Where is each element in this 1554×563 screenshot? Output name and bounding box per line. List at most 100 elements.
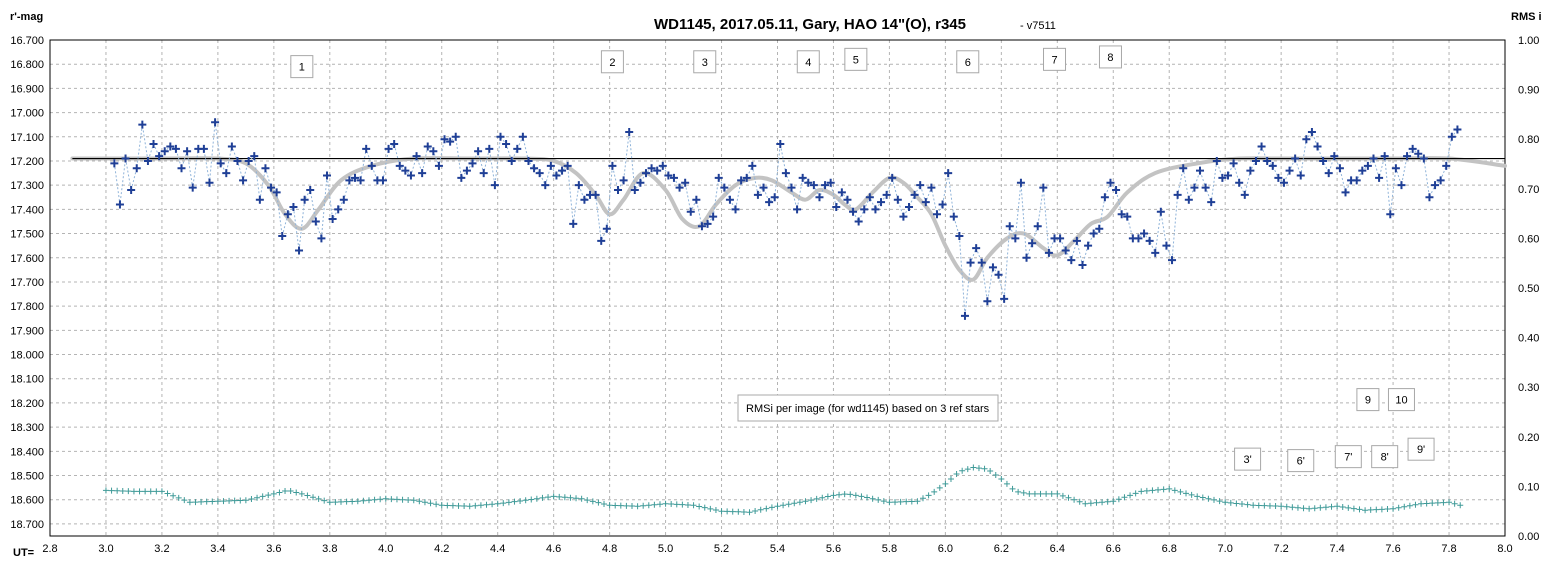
rms-point (282, 488, 289, 495)
rms-point (1356, 506, 1363, 513)
data-point (1403, 152, 1412, 161)
data-point (451, 132, 460, 141)
rms-point (662, 500, 669, 507)
rms-point (416, 498, 423, 505)
rms-point (1171, 487, 1178, 494)
data-point (977, 258, 986, 267)
rms-point (1082, 500, 1089, 507)
x-tick-label: 4.8 (602, 543, 617, 555)
dip-label-box (956, 50, 980, 74)
data-point (597, 236, 606, 245)
x-tick-label: 2.8 (42, 543, 57, 555)
rms-point (998, 475, 1005, 482)
data-point (535, 169, 544, 178)
data-point (211, 118, 220, 127)
data-point (507, 156, 516, 165)
rms-point (517, 497, 524, 504)
data-point (1397, 181, 1406, 190)
rms-point (147, 488, 154, 495)
data-point (1335, 164, 1344, 173)
rms-point (405, 496, 412, 503)
data-point (899, 212, 908, 221)
rms-point (1054, 490, 1061, 497)
rms-point (925, 492, 932, 499)
data-point (115, 200, 124, 209)
rms-point (136, 488, 143, 495)
data-point (1218, 173, 1227, 182)
data-point (871, 205, 880, 214)
rms-point (1390, 505, 1397, 512)
data-point (1408, 144, 1417, 153)
rms-point (1015, 488, 1022, 495)
dip-label-box (693, 50, 717, 74)
data-point (1162, 241, 1171, 250)
rms-point (399, 496, 406, 503)
data-point (356, 176, 365, 185)
y-left-tick-label: 18.500 (10, 471, 44, 483)
data-point (1229, 159, 1238, 168)
data-point (468, 159, 477, 168)
x-tick-label: 3.4 (210, 543, 225, 555)
rms-point (634, 503, 641, 510)
data-point (1369, 154, 1378, 163)
rms-point (1250, 502, 1257, 509)
rms-point (1188, 491, 1195, 498)
dip-label-text: 1 (299, 62, 305, 74)
data-point (518, 132, 527, 141)
data-point (149, 140, 158, 149)
rms-point (752, 508, 759, 515)
x-tick-label: 6.2 (994, 543, 1009, 555)
data-point (787, 183, 796, 192)
rms-point (830, 492, 837, 499)
data-point (1061, 246, 1070, 255)
data-point (1156, 207, 1165, 216)
rms-point (813, 495, 820, 502)
y-left-tick-label: 17.500 (10, 229, 44, 241)
y-left-tick-label: 18.600 (10, 495, 44, 507)
rms-point (589, 498, 596, 505)
dip-label-box (1334, 445, 1362, 469)
rms-point (231, 497, 238, 504)
rms-point (1412, 501, 1419, 508)
data-point (1352, 176, 1361, 185)
rms-point (500, 500, 507, 507)
data-point (216, 159, 225, 168)
y-left-tick-label: 17.600 (10, 253, 44, 265)
data-point (681, 178, 690, 187)
rms-points (102, 464, 1464, 516)
dip-label-text: 4 (805, 57, 811, 69)
dip-label-text: 7' (1344, 452, 1352, 464)
rms-point (130, 488, 137, 495)
rms-point (864, 494, 871, 501)
data-point (944, 169, 953, 178)
data-point (143, 156, 152, 165)
y-left-tick-label: 17.800 (10, 301, 44, 313)
rms-point (964, 466, 971, 473)
rms-point (1418, 500, 1425, 507)
data-point (1089, 229, 1098, 238)
rms-point (1345, 504, 1352, 511)
data-point (664, 171, 673, 180)
rms-point (371, 496, 378, 503)
data-point (938, 200, 947, 209)
rms-point (1211, 496, 1217, 503)
y-right-tick-label: 0.00 (1518, 531, 1539, 543)
data-point (524, 156, 533, 165)
data-point (826, 178, 835, 187)
data-point (753, 190, 762, 199)
data-point (1145, 236, 1154, 245)
rms-point (1155, 486, 1162, 493)
data-point (1168, 256, 1177, 265)
data-point (328, 215, 337, 224)
data-point (1380, 152, 1389, 161)
data-point (574, 181, 583, 190)
rms-point (1423, 500, 1430, 507)
rms-point (315, 495, 322, 502)
rms-point (1261, 502, 1268, 509)
rms-point (651, 501, 658, 508)
rms-point (181, 497, 188, 504)
data-point (412, 152, 421, 161)
x-tick-label: 4.6 (546, 543, 561, 555)
data-point (1330, 152, 1339, 161)
rms-point (158, 488, 165, 495)
